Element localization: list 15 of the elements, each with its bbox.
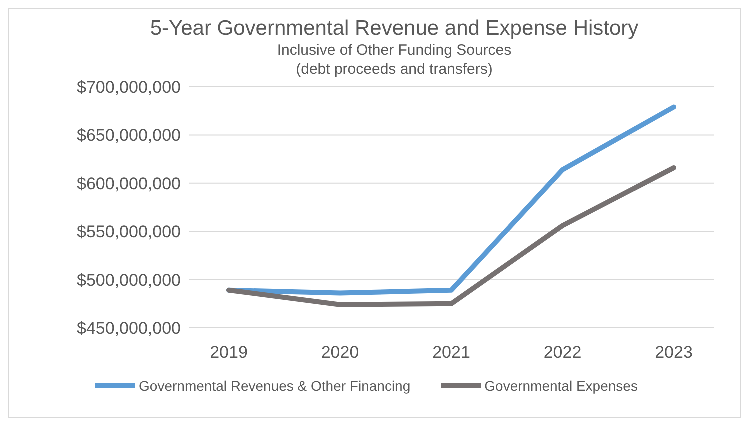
x-tick-label: 2023 — [655, 343, 693, 362]
legend-label: Governmental Expenses — [484, 378, 638, 394]
legend-label: Governmental Revenues & Other Financing — [139, 378, 411, 394]
y-tick-label: $550,000,000 — [77, 222, 181, 242]
y-tick-label: $700,000,000 — [77, 78, 181, 98]
y-tick-label: $650,000,000 — [77, 126, 181, 146]
y-tick-label: $450,000,000 — [77, 319, 181, 338]
y-tick-label: $600,000,000 — [77, 174, 181, 194]
x-tick-label: 2019 — [210, 343, 248, 362]
chart-title: 5-Year Governmental Revenue and Expense History — [149, 17, 640, 41]
x-tick-label: 2021 — [432, 343, 470, 362]
y-tick-label: $500,000,000 — [77, 270, 181, 290]
x-tick-label: 2020 — [321, 343, 360, 362]
chart-subtitle: Inclusive of Other Funding Sources (debt proceeds and transfers) — [276, 41, 513, 79]
x-tick-label: 2022 — [544, 343, 582, 362]
